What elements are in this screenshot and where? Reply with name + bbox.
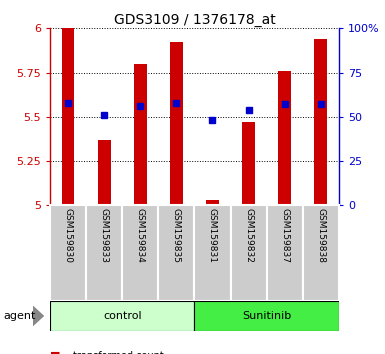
Text: GSM159833: GSM159833 [100, 208, 109, 263]
Text: agent: agent [4, 311, 36, 321]
Bar [242, 122, 255, 205]
Bar [194, 205, 231, 301]
Bar [266, 205, 303, 301]
Text: GSM159838: GSM159838 [316, 208, 325, 263]
Bar [315, 39, 327, 205]
Polygon shape [33, 305, 44, 326]
Bar [134, 64, 147, 205]
Bar [158, 205, 194, 301]
Bar [194, 301, 339, 331]
Title: GDS3109 / 1376178_at: GDS3109 / 1376178_at [114, 13, 275, 27]
Bar [50, 205, 86, 301]
Text: Sunitinib: Sunitinib [242, 311, 291, 321]
Bar [303, 205, 339, 301]
Bar [206, 200, 219, 205]
Bar [170, 42, 183, 205]
Bar [231, 205, 266, 301]
Bar [122, 205, 158, 301]
Bar [98, 140, 110, 205]
Text: GSM159830: GSM159830 [64, 208, 73, 263]
Text: transformed count: transformed count [73, 351, 164, 354]
Bar [86, 205, 122, 301]
Text: GSM159831: GSM159831 [208, 208, 217, 263]
Text: GSM159834: GSM159834 [136, 208, 145, 263]
Bar [62, 28, 74, 205]
Bar [50, 301, 194, 331]
Text: GSM159835: GSM159835 [172, 208, 181, 263]
Text: GSM159832: GSM159832 [244, 208, 253, 263]
Text: GSM159837: GSM159837 [280, 208, 289, 263]
Text: ■: ■ [50, 351, 64, 354]
Text: control: control [103, 311, 142, 321]
Bar [278, 71, 291, 205]
